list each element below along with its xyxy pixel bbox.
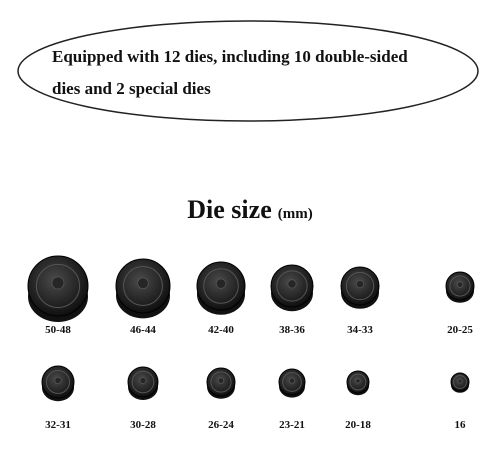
die-ring [123, 266, 163, 306]
die-hole [139, 377, 147, 384]
die-ring [449, 275, 471, 297]
die-label: 38-36 [279, 324, 305, 336]
die-label: 16 [455, 419, 467, 431]
die-label: 30-28 [130, 419, 156, 431]
die-ring [210, 371, 232, 393]
die-hole [355, 378, 361, 384]
callout-ellipse [17, 20, 479, 122]
heading-unit: (mm) [278, 206, 313, 222]
die-ring [203, 268, 239, 304]
die-ring [131, 370, 155, 394]
die-label: 26-24 [208, 419, 234, 431]
die-label: 46-44 [130, 324, 156, 336]
die-hole [217, 377, 225, 384]
die-hole [457, 378, 463, 384]
die-label: 42-40 [208, 324, 234, 336]
die-ring [349, 373, 367, 391]
die-hole [288, 377, 295, 384]
die-ring [276, 270, 308, 302]
die-label: 20-18 [345, 419, 371, 431]
die-ring [35, 263, 81, 309]
die-label: 50-48 [45, 324, 71, 336]
die-hole [215, 278, 227, 289]
callout-line: dies and 2 special dies [52, 79, 211, 98]
die-ring [345, 271, 375, 301]
die-ring [282, 372, 302, 392]
die-label: 34-33 [347, 324, 373, 336]
die-hole [355, 279, 365, 289]
callout-line: Equipped with 12 dies, including 10 doub… [52, 47, 408, 66]
die-hole [54, 376, 62, 384]
heading: Die size (mm) [187, 195, 312, 224]
die-hole [456, 281, 464, 288]
die-hole [137, 277, 149, 290]
die-label: 32-31 [45, 419, 71, 431]
die-hole [51, 276, 65, 290]
die-hole [287, 279, 297, 289]
heading-title: Die size [187, 195, 271, 224]
die-label: 23-21 [279, 419, 305, 431]
die-ring [453, 375, 467, 389]
die-label: 20-25 [447, 324, 473, 336]
die-ring [45, 369, 71, 395]
